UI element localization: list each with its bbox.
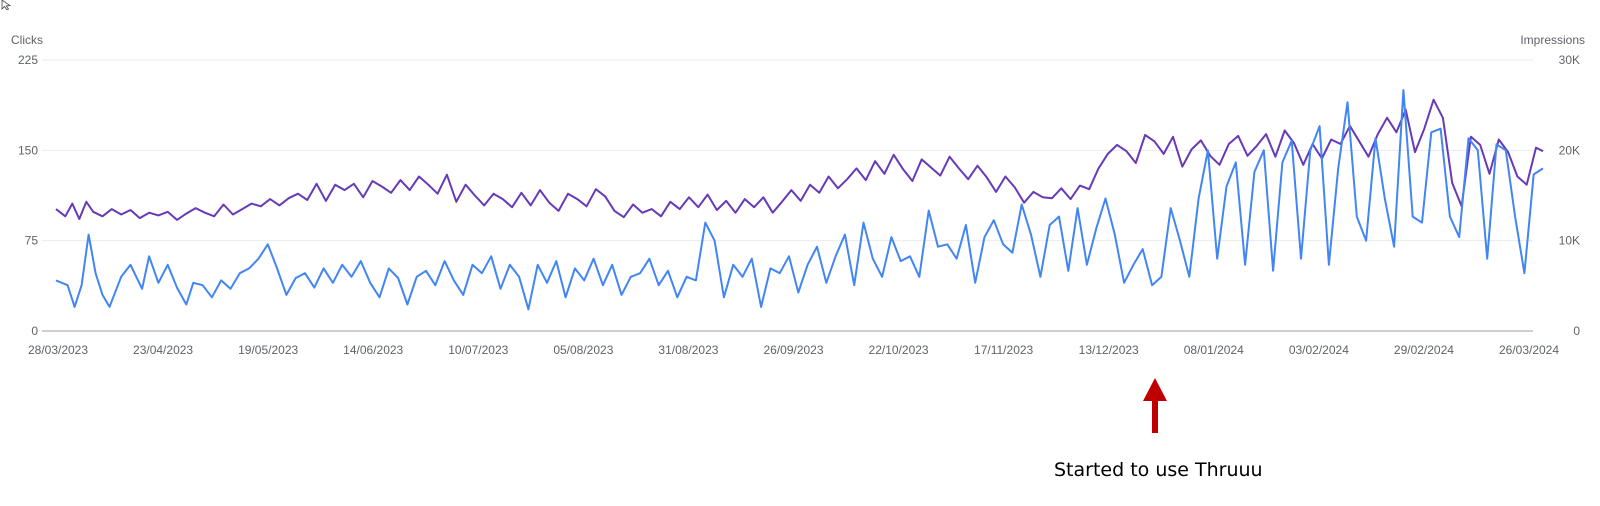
x-tick-label: 13/12/2023 <box>1079 343 1139 357</box>
y-left-tick-label: 75 <box>25 234 39 248</box>
x-tick-label: 03/02/2024 <box>1289 343 1349 357</box>
x-tick-labels: 28/03/2023 23/04/2023 19/05/2023 14/06/2023… <box>28 343 1559 357</box>
y-right-tick-label: 0 <box>1573 324 1580 338</box>
impressions-line <box>55 98 1544 221</box>
x-tick-label: 29/02/2024 <box>1394 343 1454 357</box>
x-tick-label: 10/07/2023 <box>448 343 508 357</box>
y-right-tick-label: 20K <box>1559 143 1580 157</box>
series-lines <box>55 89 1544 311</box>
grid-lines <box>42 59 1533 332</box>
annotation-text: Started to use Thruuu <box>1054 459 1263 481</box>
y-left-tick-label: 225 <box>18 53 38 67</box>
clicks-line <box>55 89 1544 311</box>
x-tick-label: 26/03/2024 <box>1499 343 1559 357</box>
y-right-axis-title: Impressions <box>1520 33 1585 47</box>
x-tick-label: 23/04/2023 <box>133 343 193 357</box>
y-right-tick-label: 30K <box>1559 53 1580 67</box>
y-tick-labels: 0 0 75 10K 150 20K 225 30K <box>18 53 1580 338</box>
x-tick-label: 31/08/2023 <box>658 343 718 357</box>
y-left-axis-title: Clicks <box>11 33 43 47</box>
x-tick-label: 26/09/2023 <box>763 343 823 357</box>
y-left-tick-label: 0 <box>31 324 38 338</box>
x-tick-label: 28/03/2023 <box>28 343 88 357</box>
x-tick-label: 17/11/2023 <box>974 343 1033 357</box>
x-tick-label: 05/08/2023 <box>553 343 613 357</box>
x-tick-label: 19/05/2023 <box>238 343 298 357</box>
annotation-arrow-icon <box>1143 378 1167 433</box>
x-tick-label: 14/06/2023 <box>343 343 403 357</box>
x-tick-label: 22/10/2023 <box>869 343 929 357</box>
annotation: Started to use Thruuu <box>1054 378 1263 481</box>
y-left-tick-label: 150 <box>18 143 38 157</box>
x-tick-label: 08/01/2024 <box>1184 343 1244 357</box>
y-right-tick-label: 10K <box>1559 234 1580 248</box>
mouse-cursor-icon <box>1 0 12 10</box>
